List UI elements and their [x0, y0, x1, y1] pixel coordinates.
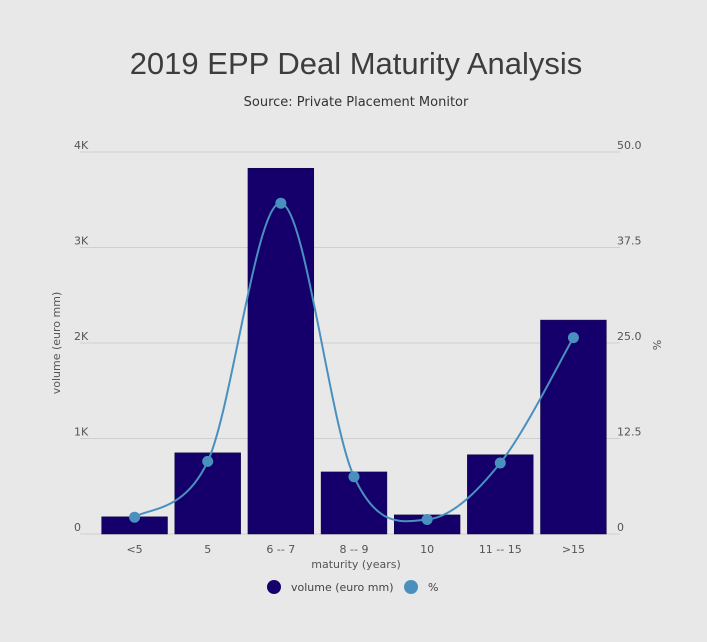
bar-layer: [101, 167, 607, 535]
line-point[interactable]: [421, 513, 433, 525]
legend-swatch-volume[interactable]: [267, 580, 281, 594]
line-point[interactable]: [202, 455, 214, 467]
y2-axis-title: %: [650, 340, 663, 350]
line-point[interactable]: [275, 197, 287, 209]
legend-label-volume[interactable]: volume (euro mm): [291, 581, 394, 594]
line-point[interactable]: [494, 457, 506, 469]
line-point[interactable]: [567, 332, 579, 344]
y2-tick-label: 50.0: [617, 139, 642, 152]
line-point[interactable]: [348, 471, 360, 483]
y-tick-label: 4K: [74, 139, 89, 152]
x-tick-label: 10: [420, 543, 434, 556]
x-axis-title: maturity (years): [311, 558, 401, 571]
x-tick-label: 6 -- 7: [266, 543, 295, 556]
y2-tick-label: 37.5: [617, 235, 642, 248]
y2-tick-label: 0: [617, 521, 624, 534]
y2-tick-label: 12.5: [617, 426, 642, 439]
x-tick-label: 8 -- 9: [340, 543, 369, 556]
bar[interactable]: [320, 471, 388, 535]
line-layer: [129, 197, 579, 525]
line-point[interactable]: [129, 511, 141, 523]
chart-title: 2019 EPP Deal Maturity Analysis: [130, 46, 583, 81]
y-tick-label: 1K: [74, 426, 89, 439]
tick-layer: 0 1K 2K 3K 4K 0 12.5 25.0 37.5 50.0 <5 5 6 -- 7 8 -- …: [74, 139, 642, 556]
y-tick-label: 2K: [74, 330, 89, 343]
y-tick-label: 3K: [74, 235, 89, 248]
x-tick-label: >15: [562, 543, 585, 556]
x-tick-label: <5: [126, 543, 142, 556]
x-tick-label: 11 -- 15: [479, 543, 522, 556]
y-tick-label: 0: [74, 521, 81, 534]
legend-swatch-percent[interactable]: [404, 580, 418, 594]
y-axis-title: volume (euro mm): [50, 292, 63, 395]
legend: volume (euro mm) %: [267, 580, 438, 594]
x-tick-label: 5: [204, 543, 211, 556]
chart-subtitle: Source: Private Placement Monitor: [244, 95, 469, 110]
legend-label-percent[interactable]: %: [428, 581, 438, 594]
bar[interactable]: [540, 319, 607, 535]
bar[interactable]: [247, 167, 315, 535]
y2-tick-label: 25.0: [617, 330, 642, 343]
